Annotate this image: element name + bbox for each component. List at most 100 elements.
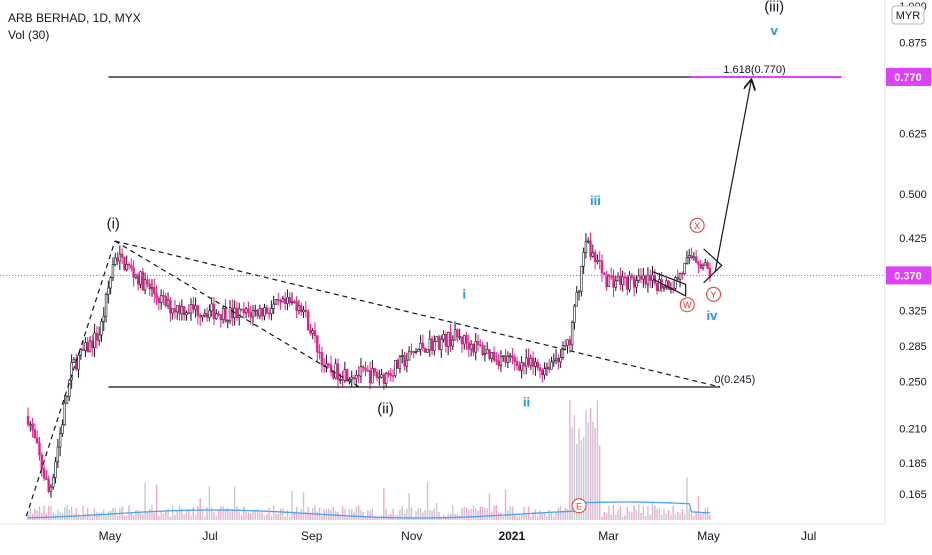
candle-body — [552, 359, 555, 363]
volume-bar — [468, 509, 470, 520]
candle-body — [137, 274, 140, 285]
volume-bar — [644, 516, 647, 520]
volume-bar — [677, 512, 679, 520]
volume-bar — [576, 443, 578, 520]
candle-body — [469, 343, 473, 350]
candle-body — [584, 241, 588, 253]
volume-bar — [270, 515, 273, 520]
volume-bar — [256, 509, 259, 520]
volume-bar — [562, 511, 564, 520]
volume-bar — [266, 514, 268, 520]
candle-body — [249, 312, 252, 318]
volume-bar — [589, 407, 592, 520]
candle-body — [81, 348, 85, 351]
volume-bar — [160, 510, 162, 520]
candle-body — [593, 252, 597, 262]
candle-body — [208, 310, 211, 318]
volume-bar — [43, 505, 45, 520]
candle-body — [662, 286, 666, 289]
volume-bar — [47, 506, 50, 520]
candle-body — [649, 274, 652, 281]
candle-body — [481, 345, 484, 356]
candle-body — [561, 345, 565, 358]
candle-body — [626, 276, 629, 290]
volume-bar — [578, 428, 580, 520]
volume-bar — [511, 506, 514, 520]
candle-body — [463, 335, 466, 345]
volume-bar — [165, 509, 167, 520]
volume-bar — [254, 510, 257, 520]
volume-bar — [68, 509, 71, 520]
candle-body — [375, 371, 379, 378]
volume-bar — [80, 516, 82, 520]
candle-body — [504, 355, 507, 363]
candle-body — [162, 295, 165, 297]
candle-body — [31, 423, 34, 431]
candle-body — [61, 424, 64, 434]
volume-bar — [383, 488, 385, 520]
volume-bar — [52, 512, 54, 520]
candle-body — [412, 350, 415, 354]
candle-body — [107, 287, 110, 295]
dashed-line — [114, 240, 360, 388]
candles — [26, 232, 712, 498]
candle-body — [479, 344, 482, 346]
candle-body — [547, 366, 551, 370]
candle-body — [437, 336, 441, 350]
candle-body — [380, 374, 383, 378]
volume-bar — [585, 410, 587, 520]
candle-body — [446, 331, 450, 347]
candle-body — [104, 294, 108, 317]
volume-bar — [665, 514, 667, 520]
candle-body — [352, 377, 356, 379]
candle-body — [295, 301, 298, 311]
candle-body — [279, 300, 282, 303]
volume-bar — [153, 512, 155, 520]
volume-bar — [573, 415, 576, 520]
volume-bar — [667, 510, 670, 520]
volume-bar — [201, 510, 204, 520]
candle-body — [182, 306, 186, 316]
candle-body — [212, 303, 216, 320]
volume-bar — [263, 515, 266, 520]
volume-bar — [663, 508, 665, 520]
candle-body — [605, 274, 608, 288]
volume-bar — [656, 508, 658, 520]
candle-body — [596, 259, 599, 262]
volume-bar — [493, 505, 495, 520]
circle-wave-label: W — [683, 300, 692, 310]
volume-bar — [279, 508, 282, 520]
candle-body — [456, 329, 459, 338]
volume-bar — [220, 506, 222, 520]
candle-body — [359, 366, 363, 377]
volume-bar — [470, 509, 472, 520]
volume-bar — [309, 513, 312, 520]
candle-body — [97, 334, 101, 341]
volume-bar — [41, 513, 43, 520]
triangle-patterns — [652, 248, 723, 297]
volume-bar — [96, 512, 98, 520]
currency-box — [891, 5, 925, 25]
circle-wave-label: E — [576, 501, 582, 511]
candle-body — [84, 342, 87, 351]
price-tick-label: 0.210 — [899, 424, 927, 436]
volume-bar — [130, 512, 133, 520]
volume-bar — [75, 508, 77, 520]
candle-body — [313, 330, 317, 336]
candle-body — [38, 442, 41, 456]
candle-body — [350, 377, 353, 380]
volume-bar — [190, 515, 192, 520]
candle-body — [68, 379, 71, 397]
volume-bar — [300, 509, 302, 520]
volume-bar — [488, 493, 491, 520]
candle-body — [205, 313, 209, 318]
candle-body — [290, 301, 294, 303]
candle-body — [529, 358, 533, 366]
candle-body — [100, 321, 103, 336]
volume-bar — [635, 509, 638, 520]
candle-body — [362, 366, 365, 369]
candle-body — [217, 313, 220, 316]
candle-body — [164, 296, 167, 307]
